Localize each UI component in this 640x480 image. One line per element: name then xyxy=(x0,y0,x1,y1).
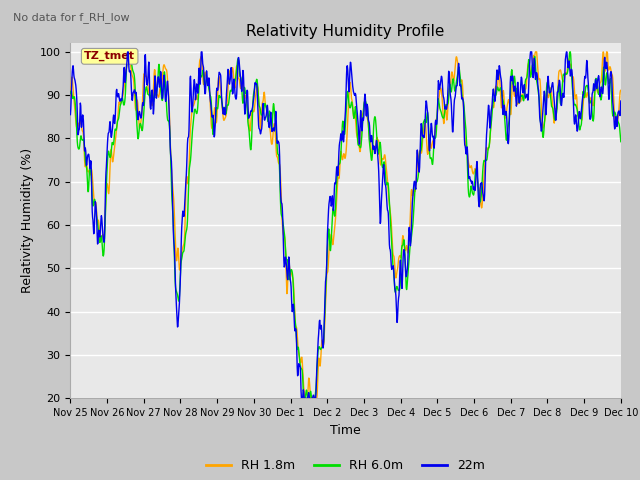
Y-axis label: Relativity Humidity (%): Relativity Humidity (%) xyxy=(21,148,34,293)
Text: No data for f_RH_low: No data for f_RH_low xyxy=(13,12,129,23)
Title: Relativity Humidity Profile: Relativity Humidity Profile xyxy=(246,24,445,39)
Text: TZ_tmet: TZ_tmet xyxy=(84,51,135,61)
Legend: RH 1.8m, RH 6.0m, 22m: RH 1.8m, RH 6.0m, 22m xyxy=(202,455,490,478)
X-axis label: Time: Time xyxy=(330,424,361,437)
